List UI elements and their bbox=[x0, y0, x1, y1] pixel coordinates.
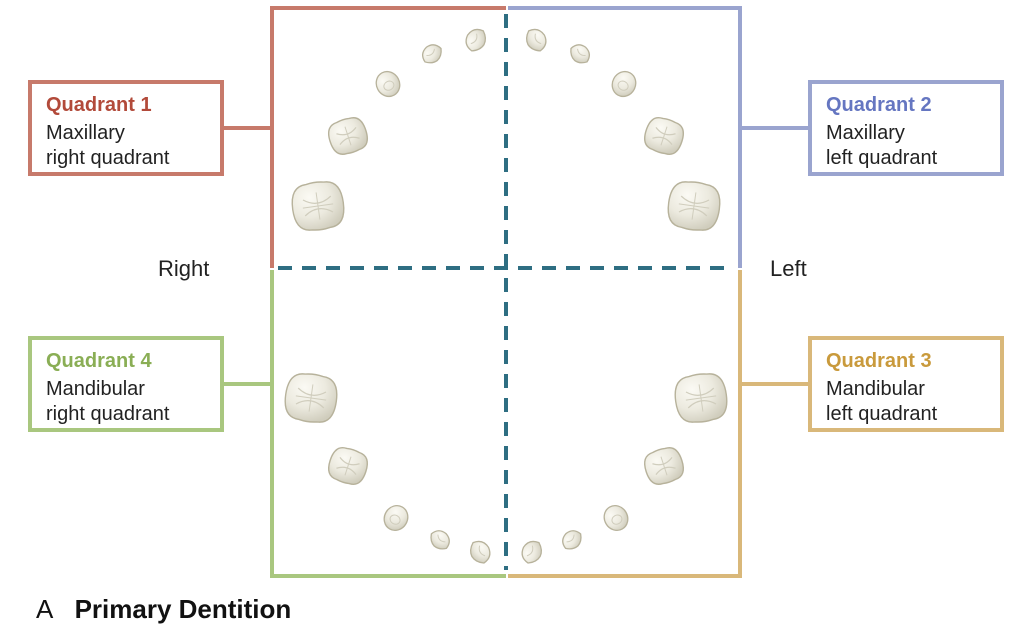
left-side-label: Left bbox=[770, 256, 807, 282]
quadrant-2-label-box: Quadrant 2 Maxillary left quadrant bbox=[808, 80, 1004, 176]
quadrant-2-sub2: left quadrant bbox=[826, 146, 986, 171]
tooth-second_molar bbox=[672, 371, 729, 425]
quadrant-3-title: Quadrant 3 bbox=[826, 350, 986, 373]
tooth-central_incisor bbox=[518, 537, 546, 566]
tooth-canine bbox=[608, 67, 640, 100]
quadrant-2-title: Quadrant 2 bbox=[826, 94, 986, 117]
quadrant-4-label-box: Quadrant 4 Mandibular right quadrant bbox=[28, 336, 224, 432]
figure-caption: A Primary Dentition bbox=[36, 594, 291, 625]
quadrant-4-sub2: right quadrant bbox=[46, 402, 206, 427]
quadrant-2-sub1: Maxillary bbox=[826, 121, 986, 146]
tooth-second_molar bbox=[665, 179, 722, 233]
quadrant-4-title: Quadrant 4 bbox=[46, 350, 206, 373]
quadrant-1-title: Quadrant 1 bbox=[46, 94, 206, 117]
tooth-lateral_incisor bbox=[418, 41, 445, 68]
tooth-canine bbox=[380, 501, 413, 534]
diagram-stage: Quadrant 1 Maxillary right quadrant Quad… bbox=[0, 0, 1024, 643]
tooth-central_incisor bbox=[466, 537, 494, 566]
tooth-first_molar bbox=[641, 114, 687, 158]
quadrant-1-sub2: right quadrant bbox=[46, 146, 206, 171]
tooth-second_molar bbox=[289, 179, 346, 233]
caption-letter: A bbox=[36, 594, 53, 624]
quadrant-3-sub2: left quadrant bbox=[826, 402, 986, 427]
right-side-label: Right bbox=[158, 256, 209, 282]
quadrant-3-label-box: Quadrant 3 Mandibular left quadrant bbox=[808, 336, 1004, 432]
quadrant-3-sub1: Mandibular bbox=[826, 377, 986, 402]
tooth-first_molar bbox=[325, 444, 371, 488]
tooth-lateral_incisor bbox=[567, 41, 594, 68]
tooth-central_incisor bbox=[462, 25, 490, 54]
tooth-central_incisor bbox=[522, 25, 550, 54]
tooth-lateral_incisor bbox=[427, 526, 454, 553]
quadrant-1-label-box: Quadrant 1 Maxillary right quadrant bbox=[28, 80, 224, 176]
tooth-first_molar bbox=[325, 114, 371, 158]
quadrant-1-sub1: Maxillary bbox=[46, 121, 206, 146]
quadrant-4-sub1: Mandibular bbox=[46, 377, 206, 402]
tooth-second_molar bbox=[282, 371, 339, 425]
tooth-canine bbox=[372, 67, 404, 100]
tooth-canine bbox=[600, 501, 633, 534]
tooth-lateral_incisor bbox=[558, 526, 585, 553]
tooth-first_molar bbox=[641, 444, 687, 488]
caption-text: Primary Dentition bbox=[75, 594, 292, 624]
